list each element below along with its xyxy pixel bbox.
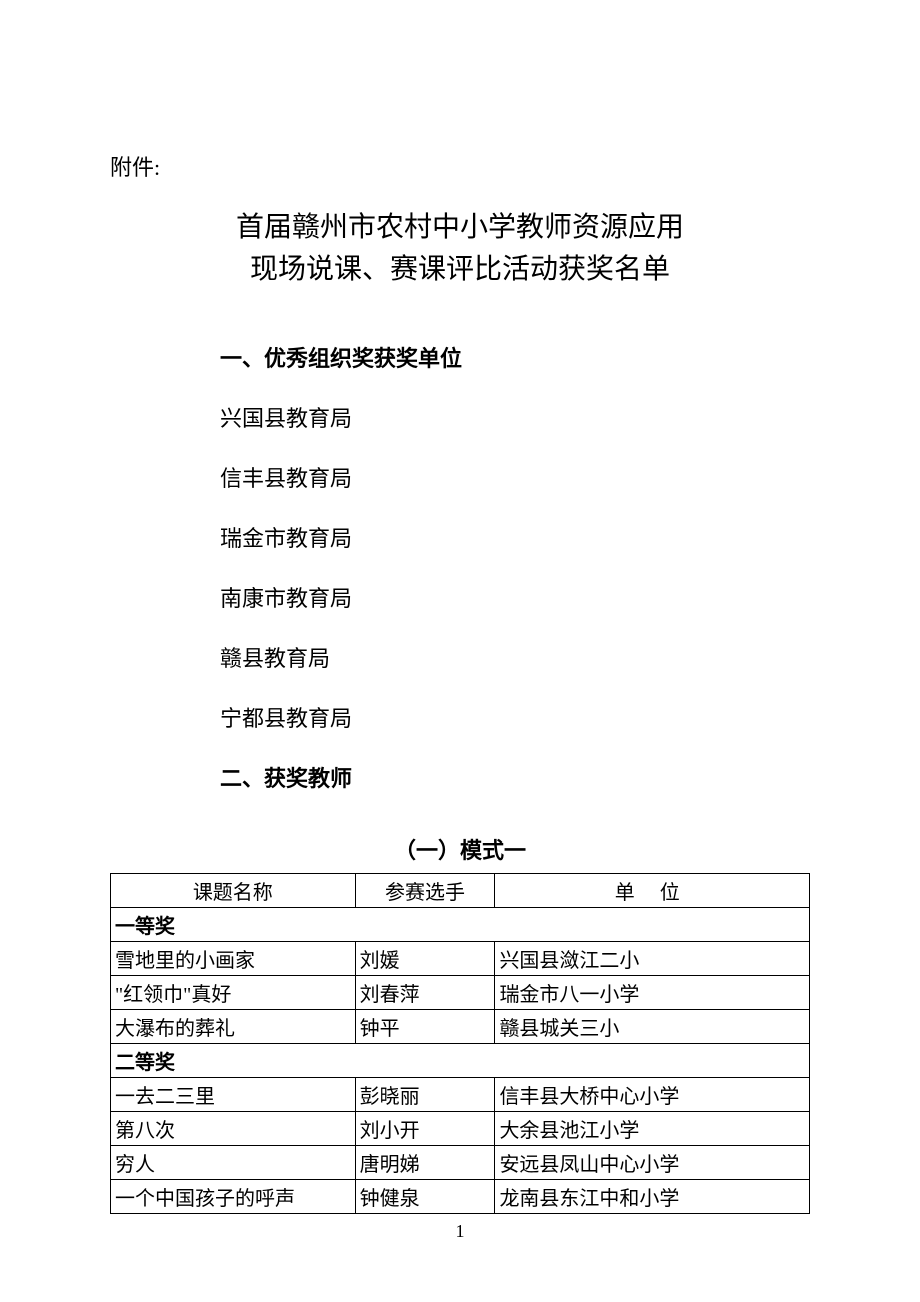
cell-contestant: 刘媛 [355,942,495,976]
award-label-2: 二等奖 [111,1044,810,1078]
section-2-heading: 二、获奖教师 [220,761,810,793]
org-item: 赣县教育局 [220,641,810,673]
table-row: 穷人 唐明娣 安远县凤山中心小学 [111,1146,810,1180]
org-item: 宁都县教育局 [220,701,810,733]
section-1-heading: 一、优秀组织奖获奖单位 [220,341,810,373]
table-row: 雪地里的小画家 刘媛 兴国县潋江二小 [111,942,810,976]
organization-list: 兴国县教育局 信丰县教育局 瑞金市教育局 南康市教育局 赣县教育局 宁都县教育局 [220,401,810,733]
cell-contestant: 刘小开 [355,1112,495,1146]
table-row: 一个中国孩子的呼声 钟健泉 龙南县东江中和小学 [111,1180,810,1214]
title-line-1: 首届赣州市农村中小学教师资源应用 [110,207,810,249]
org-item: 南康市教育局 [220,581,810,613]
attachment-label: 附件: [110,150,810,182]
page-number: 1 [0,1221,920,1242]
title-line-2: 现场说课、赛课评比活动获奖名单 [110,249,810,291]
award-label-1: 一等奖 [111,908,810,942]
cell-topic: 雪地里的小画家 [111,942,356,976]
cell-topic: 大瀑布的葬礼 [111,1010,356,1044]
cell-unit: 瑞金市八一小学 [495,976,810,1010]
org-item: 兴国县教育局 [220,401,810,433]
cell-topic: 穷人 [111,1146,356,1180]
cell-contestant: 钟健泉 [355,1180,495,1214]
col-header-contestant: 参赛选手 [355,874,495,908]
table-row: 一去二三里 彭晓丽 信丰县大桥中心小学 [111,1078,810,1112]
cell-unit: 大余县池江小学 [495,1112,810,1146]
cell-contestant: 刘春萍 [355,976,495,1010]
col-header-unit: 单 位 [495,874,810,908]
org-item: 信丰县教育局 [220,461,810,493]
award-level-row: 二等奖 [111,1044,810,1078]
awards-table: 课题名称 参赛选手 单 位 一等奖 雪地里的小画家 刘媛 兴国县潋江二小 "红领… [110,873,810,1214]
document-title: 首届赣州市农村中小学教师资源应用 现场说课、赛课评比活动获奖名单 [110,207,810,291]
award-level-row: 一等奖 [111,908,810,942]
cell-unit: 兴国县潋江二小 [495,942,810,976]
table-row: 第八次 刘小开 大余县池江小学 [111,1112,810,1146]
cell-topic: 第八次 [111,1112,356,1146]
subsection-heading: （一）模式一 [110,833,810,865]
cell-contestant: 钟平 [355,1010,495,1044]
cell-unit: 信丰县大桥中心小学 [495,1078,810,1112]
table-header-row: 课题名称 参赛选手 单 位 [111,874,810,908]
cell-topic: 一去二三里 [111,1078,356,1112]
table-row: 大瀑布的葬礼 钟平 赣县城关三小 [111,1010,810,1044]
cell-unit: 龙南县东江中和小学 [495,1180,810,1214]
cell-unit: 安远县凤山中心小学 [495,1146,810,1180]
org-item: 瑞金市教育局 [220,521,810,553]
cell-topic: "红领巾"真好 [111,976,356,1010]
cell-contestant: 彭晓丽 [355,1078,495,1112]
cell-topic: 一个中国孩子的呼声 [111,1180,356,1214]
cell-unit: 赣县城关三小 [495,1010,810,1044]
table-row: "红领巾"真好 刘春萍 瑞金市八一小学 [111,976,810,1010]
cell-contestant: 唐明娣 [355,1146,495,1180]
col-header-topic: 课题名称 [111,874,356,908]
